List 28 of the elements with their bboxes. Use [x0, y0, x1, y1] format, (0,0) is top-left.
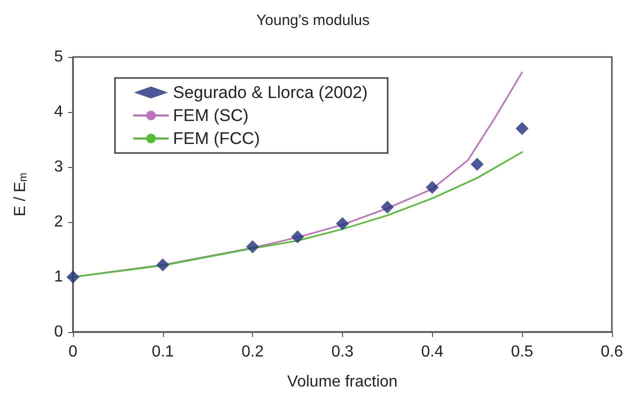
- y-tick-label: 3: [54, 158, 64, 176]
- point: [516, 122, 529, 135]
- x-tick-label: 0.2: [242, 344, 264, 360]
- point: [336, 217, 349, 230]
- point: [291, 230, 304, 244]
- point: [426, 180, 439, 194]
- x-axis-title: Volume fraction: [287, 374, 398, 390]
- x-tick-label: 0: [68, 344, 78, 360]
- point: [66, 270, 80, 284]
- x-tick-label: 0.5: [510, 344, 534, 360]
- point: [470, 158, 484, 171]
- y-tick-label: 5: [54, 48, 64, 66]
- y-tick-label: 4: [54, 104, 64, 120]
- y-tick-label: 0: [54, 324, 64, 340]
- y-axis-title: E / Em: [12, 172, 30, 216]
- point: [246, 240, 260, 254]
- legend-label: Segurado & Llorca (2002): [173, 83, 368, 102]
- x-tick-label: 0.6: [600, 344, 624, 360]
- x-tick-label: 0.1: [152, 344, 174, 360]
- y-tick-label: 2: [54, 214, 64, 230]
- chart-title: Young's modulus: [256, 12, 370, 29]
- x-tick-label: 0.3: [331, 344, 354, 360]
- legend-label: FEM (SC): [173, 106, 249, 125]
- y-tick-label: 1: [54, 268, 64, 286]
- x-tick-label: 0.4: [421, 344, 444, 360]
- point: [156, 258, 170, 272]
- legend-label: FEM (FCC): [173, 129, 260, 148]
- point: [380, 200, 394, 214]
